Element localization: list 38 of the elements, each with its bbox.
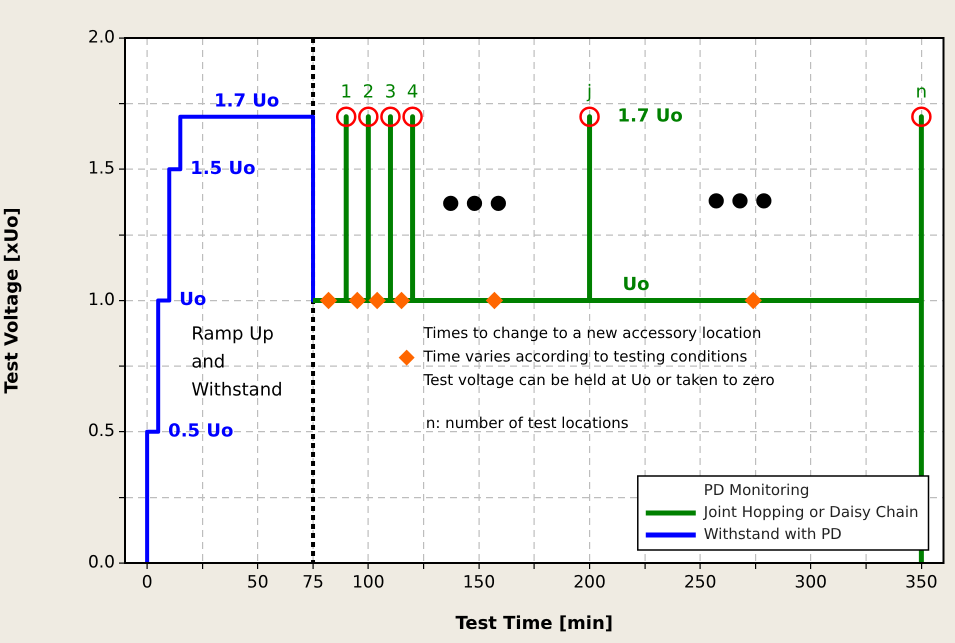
x-tick-label: 200: [573, 572, 606, 593]
annotation: 1.7 Uo: [214, 90, 280, 112]
annotation: ● ● ●: [707, 186, 773, 211]
annotation: 4: [406, 81, 418, 102]
x-axis-title: Test Time [min]: [455, 612, 614, 634]
y-axis-title: Test Voltage [xUo]: [1, 207, 22, 394]
annotation: n: number of test locations: [426, 414, 629, 432]
annotation: 0.5 Uo: [168, 420, 234, 442]
x-tick-label: 250: [684, 572, 716, 593]
annotation: ● ● ●: [442, 190, 508, 214]
annotation: 1.5 Uo: [190, 158, 256, 179]
annotation: 2: [362, 81, 374, 102]
annotation: 3: [384, 81, 396, 102]
x-tick-label: 150: [462, 572, 496, 593]
annotation: Uo: [179, 289, 206, 310]
legend-title: PD Monitoring: [704, 480, 810, 499]
annotation: Test voltage can be held at Uo or taken to zero: [422, 370, 775, 389]
annotation: j: [586, 81, 592, 102]
y-tick-label: 0.5: [88, 421, 115, 442]
x-tick-label: 0: [142, 572, 153, 593]
x-tick-label: 350: [905, 572, 938, 593]
x-tick-label: 50: [246, 572, 269, 593]
y-tick-label: 1.0: [88, 290, 115, 310]
x-tick-label: 75: [302, 572, 324, 593]
x-tick-label: 300: [794, 572, 827, 593]
legend-label: Joint Hopping or Daisy Chain: [702, 502, 918, 521]
y-tick-label: 1.5: [88, 158, 115, 179]
annotation: n: [916, 81, 928, 102]
x-tick-label: 100: [352, 572, 385, 593]
annotation: Uo: [622, 274, 650, 296]
y-tick-label: 2.0: [88, 27, 115, 48]
annotation: 1.7 Uo: [618, 105, 683, 126]
annotation: Ramp Up and Withstand: [191, 323, 283, 400]
y-tick-label: 0.0: [88, 552, 115, 572]
annotation: Times to change to a new accessory location: [422, 324, 762, 342]
legend-label: Withstand with PD: [704, 524, 842, 543]
annotation: 1: [340, 81, 352, 102]
legend-label: Time varies according to testing conditions: [422, 347, 748, 366]
